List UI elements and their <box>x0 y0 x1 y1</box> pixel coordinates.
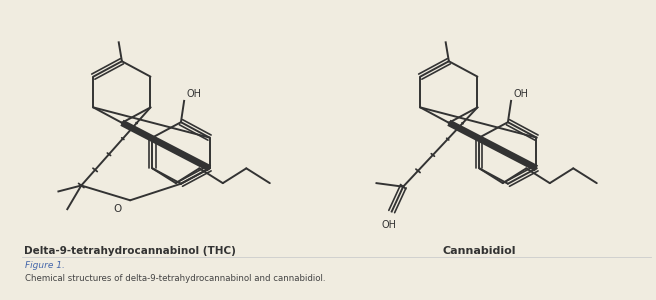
Text: Figure 1.: Figure 1. <box>26 261 66 270</box>
Text: Chemical structures of delta-9-tetrahydrocannabinol and cannabidiol.: Chemical structures of delta-9-tetrahydr… <box>26 274 326 283</box>
Text: OH: OH <box>514 88 529 98</box>
Text: OH: OH <box>381 220 396 230</box>
Text: O: O <box>113 204 121 214</box>
Text: Cannabidiol: Cannabidiol <box>443 246 516 256</box>
Text: OH: OH <box>187 88 201 98</box>
Text: Delta-9-tetrahydrocannabinol (THC): Delta-9-tetrahydrocannabinol (THC) <box>24 246 236 256</box>
